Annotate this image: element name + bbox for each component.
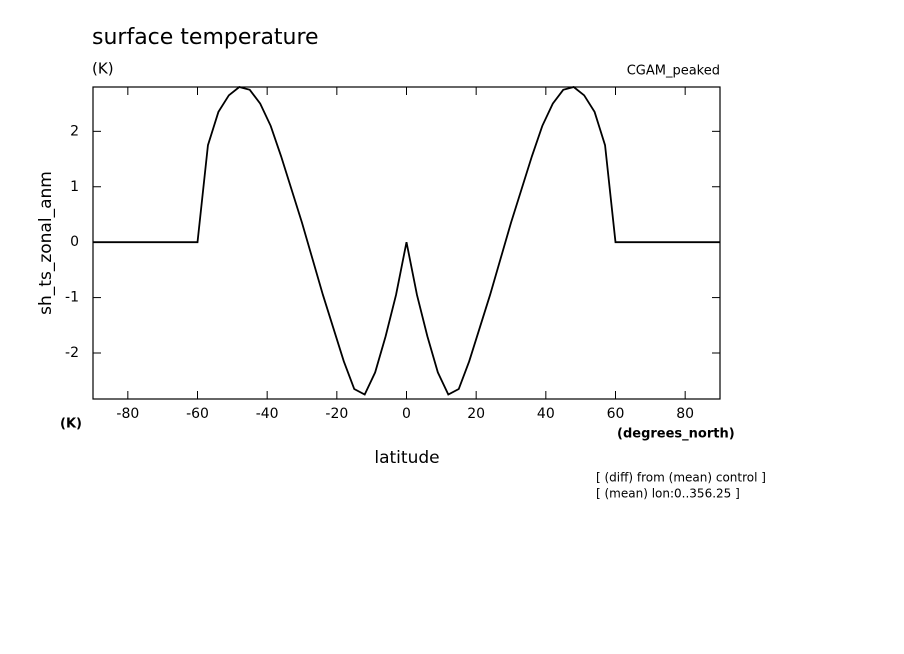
y-units: (K) <box>60 417 82 432</box>
x-units: (degrees_north) <box>617 427 735 442</box>
y-tick-label: -1 <box>65 290 79 306</box>
x-tick-label: -60 <box>186 406 209 422</box>
y-tick-label: 0 <box>70 234 79 250</box>
x-axis-label: latitude <box>374 448 439 468</box>
y-axis-label: sh_ts_zonal_anm <box>36 171 56 315</box>
note: [ (mean) lon:0..356.25 ] <box>596 487 740 501</box>
x-tick-label: 80 <box>676 406 694 422</box>
note: [ (diff) from (mean) control ] <box>596 471 766 485</box>
x-tick-label: 60 <box>607 406 625 422</box>
x-tick-label: -80 <box>116 406 139 422</box>
chart-title: surface temperature <box>92 25 319 50</box>
data-line <box>93 86 720 396</box>
units-label: (K) <box>92 60 114 78</box>
dataset-label: CGAM_peaked <box>627 64 720 79</box>
y-tick-label: 2 <box>70 123 79 139</box>
x-tick-label: 0 <box>402 406 411 422</box>
y-tick-label: -2 <box>65 345 79 361</box>
x-tick-label: 40 <box>537 406 555 422</box>
x-tick-label: 20 <box>467 406 485 422</box>
x-tick-label: -20 <box>325 406 348 422</box>
y-tick-label: 1 <box>70 179 79 195</box>
x-tick-label: -40 <box>256 406 279 422</box>
